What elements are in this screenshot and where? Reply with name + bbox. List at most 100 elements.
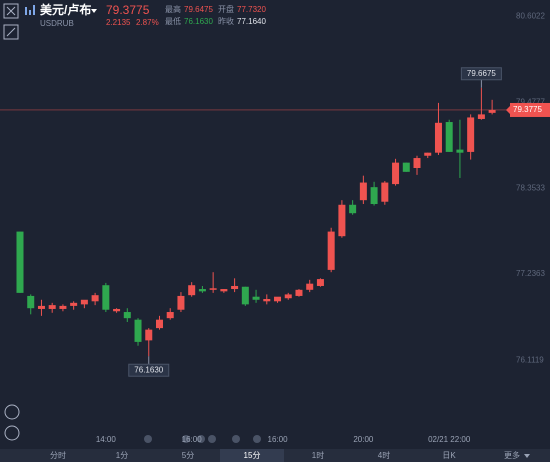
stat-value: 77.7320 <box>237 5 266 14</box>
draw-button[interactable] <box>3 24 19 40</box>
candle-body <box>370 187 378 205</box>
candle-body <box>155 319 163 329</box>
y-tick-label: 79.4777 <box>516 97 545 106</box>
candle-body <box>145 329 153 341</box>
candle-body <box>70 302 78 306</box>
tab-active <box>220 449 284 462</box>
icon <box>25 7 27 15</box>
price-tag-arrow <box>506 105 510 114</box>
candle-body <box>263 299 271 302</box>
candle-body <box>467 117 475 152</box>
x-tick-label: 16:00 <box>268 435 289 444</box>
price-tag <box>510 102 550 117</box>
tab[interactable]: 日K <box>442 451 456 460</box>
candle-body <box>16 231 24 293</box>
x-tick-label: 14:00 <box>96 435 117 444</box>
candle-body <box>209 288 217 290</box>
candle-body <box>80 299 88 305</box>
stat-label: 最低 <box>165 16 181 26</box>
stat-label: 开盘 <box>218 4 234 14</box>
change-pct: 2.87% <box>136 18 159 27</box>
candle-body <box>134 319 142 342</box>
candle-body <box>274 296 282 302</box>
dropdown-arrow[interactable] <box>91 9 97 13</box>
draw-icon <box>6 27 16 37</box>
candle-body <box>198 289 206 292</box>
candle-body <box>284 294 292 299</box>
tab[interactable]: 1分 <box>116 451 128 460</box>
indicator-button[interactable] <box>4 404 20 420</box>
candle-body <box>48 305 56 309</box>
candle-body <box>59 305 67 309</box>
candle-body <box>456 149 464 153</box>
candle-body <box>102 285 110 310</box>
event-marker[interactable] <box>182 435 190 443</box>
candle-body <box>188 285 196 296</box>
event-marker[interactable] <box>144 435 152 443</box>
event-markers <box>144 435 261 443</box>
close-icon <box>6 6 16 16</box>
candle-body <box>241 286 249 305</box>
stat-value: 76.1630 <box>184 17 213 26</box>
tab[interactable]: 5分 <box>182 451 194 460</box>
candle-body <box>488 109 496 113</box>
symbol[interactable]: 美元/卢布 <box>40 2 91 17</box>
candle-body <box>434 122 442 153</box>
plot: 80.6022 79.4777 78.3533 77.2363 76.1119 14:00… <box>0 11 550 444</box>
candle-body <box>166 312 174 319</box>
price-tag-label: 79.3775 <box>513 105 542 114</box>
candle-body <box>359 182 367 201</box>
candle-body <box>37 305 45 309</box>
y-tick-label: 80.6022 <box>516 11 545 20</box>
candle-body <box>91 295 99 302</box>
tabs: 分时 1分 5分 15分 1时 4时 日K 更多 <box>50 450 530 460</box>
candle-body <box>424 152 432 156</box>
event-marker[interactable] <box>208 435 216 443</box>
candle-body <box>392 162 400 185</box>
candle-body <box>252 296 260 300</box>
header: 美元/卢布 USDRUB 79.3775 2.2135 2.87% 最高 79.… <box>25 2 266 28</box>
x-tick-label: 02/21 22:00 <box>428 435 471 444</box>
candle-body <box>316 279 324 286</box>
more-arrow[interactable] <box>524 454 530 458</box>
stat-value: 77.1640 <box>237 17 266 26</box>
tab[interactable]: 4时 <box>378 450 390 460</box>
stat-value: 79.6475 <box>184 5 213 14</box>
candle-body <box>413 158 421 169</box>
candle-body <box>295 289 303 296</box>
candle-body <box>381 182 389 202</box>
candle-body <box>477 114 485 119</box>
x-tick-label: 16:00 <box>182 435 203 444</box>
candle-body <box>113 308 121 312</box>
candle-body <box>177 295 185 310</box>
tab[interactable]: 1时 <box>312 450 324 460</box>
event-marker[interactable] <box>197 435 205 443</box>
candle-body <box>231 285 239 290</box>
code: USDRUB <box>40 19 74 28</box>
candle-body <box>123 312 131 319</box>
pen-button[interactable] <box>4 425 20 441</box>
stat-label: 最高 <box>165 4 181 14</box>
tab[interactable]: 分时 <box>50 450 66 460</box>
icon <box>33 5 35 15</box>
x-tick-label: 20:00 <box>353 435 374 444</box>
tab[interactable]: 更多 <box>504 450 520 460</box>
icon <box>29 10 31 15</box>
event-marker[interactable] <box>232 435 240 443</box>
candle-body <box>402 162 410 172</box>
callout-box <box>128 363 170 377</box>
price: 79.3775 <box>106 3 150 17</box>
candle-body <box>306 283 314 290</box>
tab[interactable]: 15分 <box>244 451 261 460</box>
candle-body <box>445 122 453 152</box>
y-tick-label: 78.3533 <box>516 184 545 193</box>
left-toolbar <box>3 3 20 459</box>
callout-box <box>460 67 502 81</box>
candle-body <box>27 295 35 309</box>
candle-body <box>220 289 228 292</box>
close-button[interactable] <box>3 3 19 19</box>
candle-body <box>327 231 335 270</box>
event-marker[interactable] <box>253 435 261 443</box>
